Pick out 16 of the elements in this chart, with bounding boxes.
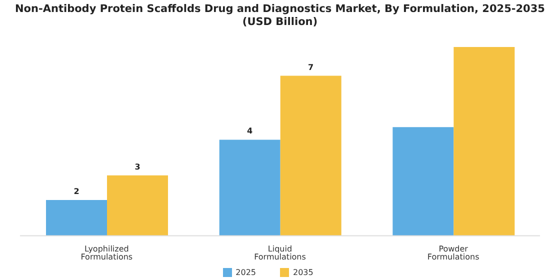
legend-label: 2025 <box>236 268 256 277</box>
data-label: 2 <box>74 187 80 196</box>
bar <box>280 76 342 236</box>
bar <box>392 127 454 236</box>
data-label: 3 <box>134 162 140 172</box>
bar <box>454 47 515 236</box>
x-tick-label: Powder Formulations <box>427 244 480 262</box>
data-label: 4 <box>247 126 254 136</box>
chart-title: Non-Antibody Protein Scaffolds Drug and Diagnostics Market, By Formulation, 2025-2035 (USD Billion) <box>14 2 546 29</box>
legend-label: 2035 <box>293 268 314 277</box>
x-tick-label: Lyophilized Formulations <box>80 244 133 262</box>
data-label: 7 <box>308 62 314 72</box>
x-tick-label: Liquid Formulations <box>254 244 306 262</box>
bar <box>107 175 168 236</box>
bar <box>219 140 280 236</box>
bar <box>46 200 107 236</box>
